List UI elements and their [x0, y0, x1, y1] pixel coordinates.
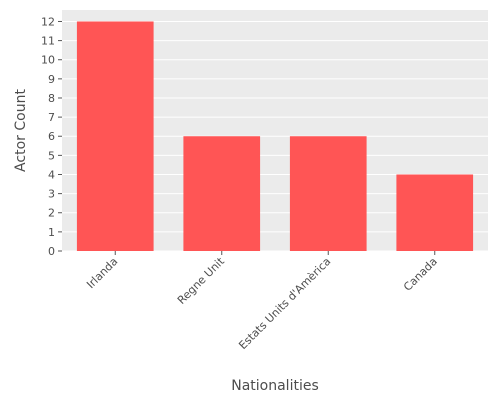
x-tick-label: Regne Unit: [175, 254, 227, 306]
bar-3: [396, 174, 474, 251]
x-tick-label: Irlanda: [84, 255, 120, 291]
y-tick-label: 10: [41, 54, 55, 67]
y-tick-label: 9: [48, 73, 55, 86]
y-tick-label: 12: [41, 15, 55, 28]
bars: [76, 21, 474, 251]
bar-2: [289, 136, 367, 251]
y-tick-label: 8: [48, 92, 55, 105]
y-tick-label: 5: [48, 149, 55, 162]
bar-0: [76, 21, 154, 251]
y-tick-label: 6: [48, 130, 55, 143]
y-tick-label: 0: [48, 245, 55, 258]
bar-1: [183, 136, 261, 251]
y-tick-label: 3: [48, 188, 55, 201]
y-axis-title: Actor Count: [13, 89, 29, 172]
x-axis-title: Nationalities: [231, 378, 319, 394]
y-tick-label: 1: [48, 226, 55, 239]
y-tick-label: 4: [48, 168, 55, 181]
x-axis-ticks: Irlanda Regne Unit Estats Units d'Amèrica C…: [84, 251, 440, 352]
y-tick-label: 2: [48, 207, 55, 220]
x-tick-label: Canada: [401, 255, 440, 294]
x-tick-label: Estats Units d'Amèrica: [236, 255, 333, 352]
y-tick-label: 11: [41, 35, 55, 48]
y-tick-label: 7: [48, 111, 55, 124]
